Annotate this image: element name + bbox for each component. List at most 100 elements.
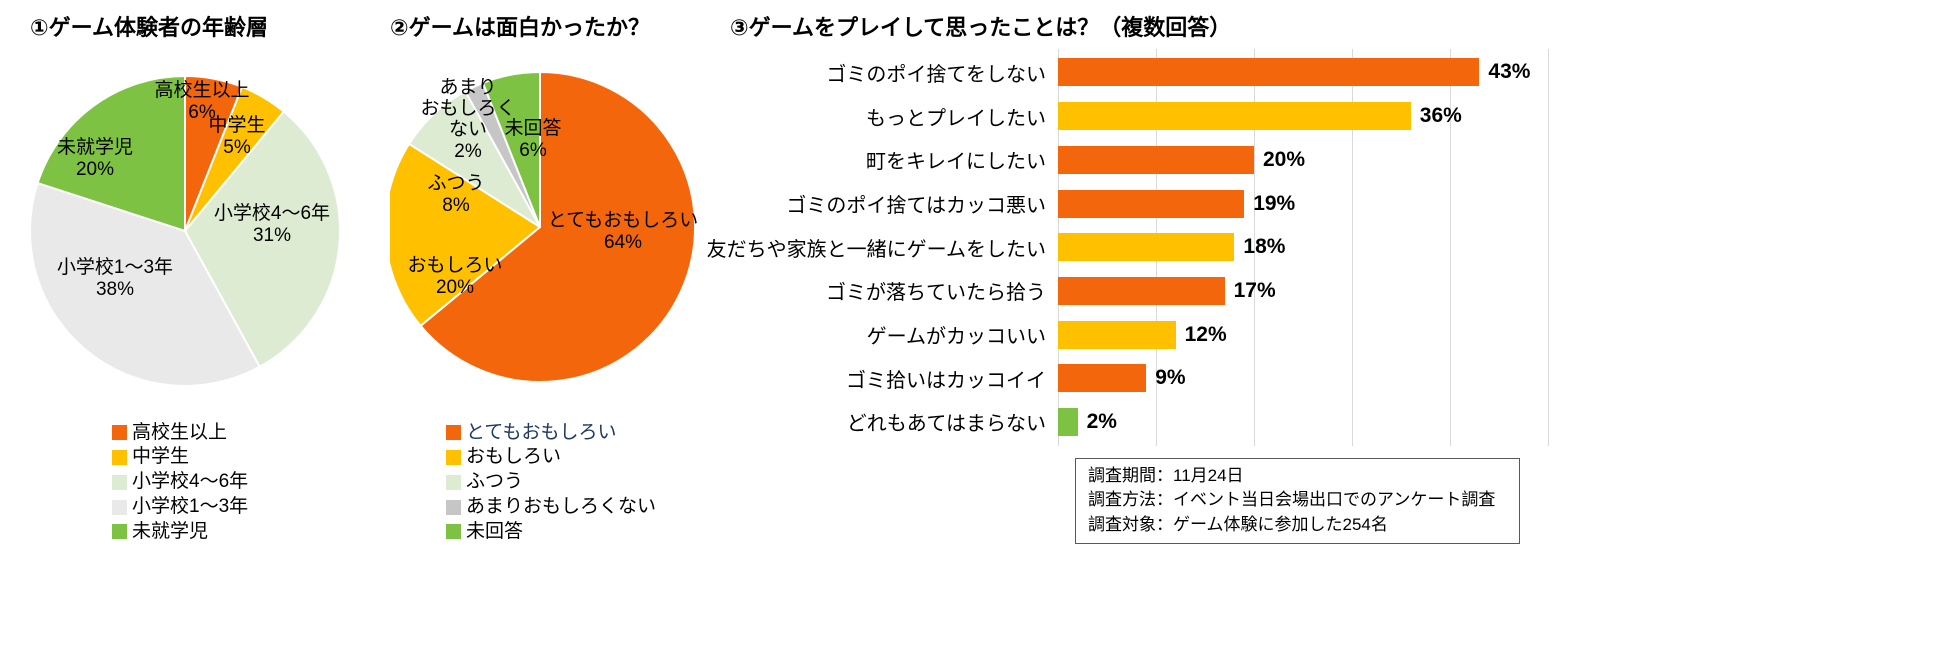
bar xyxy=(1058,407,1078,436)
bar-category-label: ゴミが落ちていたら拾う xyxy=(826,282,1046,305)
bar-category-label: もっとプレイしたい xyxy=(866,107,1046,130)
bar-chart-player-thoughts: ③ゲームをプレイして思ったことは？（複数回答） ゴミのポイ捨てをしない 43% もっ… xyxy=(706,14,1935,544)
legend-swatch xyxy=(446,449,461,465)
bar xyxy=(1058,233,1235,262)
bar-row: もっとプレイしたい 36% xyxy=(730,94,1935,138)
bar-row: ゲームがカッコいい 12% xyxy=(730,313,1935,357)
bar-category-label: 友だちや家族と一緒にゲームをしたい xyxy=(706,238,1046,261)
legend-label: 小学校4〜6年 xyxy=(132,471,249,493)
legend-label: ふつう xyxy=(466,471,524,493)
legend-item: 未回答 xyxy=(446,521,728,543)
bar-value-label: 36% xyxy=(1419,104,1462,128)
survey-note-line: 調査方法：イベント当日会場出口でのアンケート調査 xyxy=(1088,490,1496,510)
legend-swatch xyxy=(446,474,461,490)
legend-label: 中学生 xyxy=(132,446,190,468)
pie-slice-label: あまりおもしろくない 2% xyxy=(420,77,515,162)
bar xyxy=(1058,58,1480,87)
legend-label: あまりおもしろくない xyxy=(466,496,657,518)
bar-category-label: 町をキレイにしたい xyxy=(866,151,1046,174)
bar-value-label: 20% xyxy=(1263,147,1306,171)
bar-value-label: 18% xyxy=(1243,235,1286,259)
legend-swatch xyxy=(446,425,461,441)
bar-track: 9% xyxy=(1058,364,1935,393)
legend-item: あまりおもしろくない xyxy=(446,496,728,518)
bar-category-label: どれもあてはまらない xyxy=(846,413,1046,436)
legend-label: 未回答 xyxy=(466,520,524,542)
legend-item: 高校生以上 xyxy=(112,422,382,444)
bar-row: 友だちや家族と一緒にゲームをしたい 18% xyxy=(706,225,1935,269)
pie-slice-4 xyxy=(36,74,186,232)
bar-value-label: 12% xyxy=(1184,322,1227,346)
bar-track: 19% xyxy=(1058,189,1935,218)
legend-item: 小学校4〜6年 xyxy=(112,471,382,493)
legend-swatch xyxy=(112,449,127,465)
legend-label: おもしろい xyxy=(466,446,562,468)
survey-note: 調査期間：11月24日 調査方法：イベント当日会場出口でのアンケート調査 調査対… xyxy=(1075,457,1520,544)
legend-item: 未就学児 xyxy=(112,521,382,543)
pie-slice-label: とてもおもしろい 64% xyxy=(548,210,698,253)
bar xyxy=(1058,364,1147,393)
bar-category-label: ゴミ拾いはカッコイイ xyxy=(846,369,1046,392)
bar-value-label: 9% xyxy=(1155,366,1186,390)
gridline xyxy=(1352,48,1353,446)
pie-chart-fun-rating: ②ゲームは面白かったか？ とてもおもしろい 64% おもしろい 20% ふつう 8% あまり… xyxy=(384,14,728,543)
bar-row: どれもあてはまらない 2% xyxy=(730,400,1935,444)
bar-track: 18% xyxy=(1058,233,1935,262)
bar-row: ゴミ拾いはカッコイイ 9% xyxy=(730,356,1935,400)
legend-swatch xyxy=(446,524,461,540)
legend-label: とてもおもしろい xyxy=(466,421,617,443)
gridline xyxy=(1450,48,1451,446)
bar-row: ゴミが落ちていたら拾う 17% xyxy=(730,269,1935,313)
bar-chart-plot: ゴミのポイ捨てをしない 43% もっとプレイしたい 36% 町をキレイにしたい 20% ゴミ… xyxy=(706,48,1935,446)
pie-slice-label: おもしろい 20% xyxy=(407,255,502,298)
pie-chart-age-group: ①ゲーム体験者の年齢層 高校生以上 6% 中学生 5% 小学校4〜6年 31% 小学校1〜3… xyxy=(29,14,382,543)
legend-label: 小学校1〜3年 xyxy=(132,496,249,518)
chart1-title: ①ゲーム体験者の年齢層 xyxy=(30,15,268,40)
legend-label: 高校生以上 xyxy=(132,421,228,443)
bar-track: 20% xyxy=(1058,145,1935,174)
bar-row: ゴミのポイ捨てをしない 43% xyxy=(730,51,1935,95)
survey-note-line: 調査期間：11月24日 xyxy=(1088,465,1244,485)
bar-category-label: ゲームがカッコいい xyxy=(866,326,1046,349)
legend-item: おもしろい xyxy=(446,446,728,468)
bar-value-label: 19% xyxy=(1253,191,1296,215)
bar-category-label: ゴミのポイ捨てをしない xyxy=(826,63,1046,86)
bar xyxy=(1058,102,1411,131)
bar-category-label: ゴミのポイ捨てはカッコ悪い xyxy=(786,195,1046,217)
legend-item: 小学校1〜3年 xyxy=(112,496,382,518)
fun-rating-pie: とてもおもしろい 64% おもしろい 20% ふつう 8% あまりおもしろくない 2%未回答 6… xyxy=(384,70,698,383)
pie-slice-label: 未回答 6% xyxy=(504,117,561,161)
bar-track: 2% xyxy=(1058,407,1935,436)
legend-swatch xyxy=(112,499,127,515)
bar-row: ゴミのポイ捨てはカッコ悪い 19% xyxy=(730,182,1935,226)
fun-rating-legend: とてもおもしろい おもしろいふつうあまりおもしろくない 未回答 xyxy=(446,422,728,543)
bar-track: 43% xyxy=(1058,58,1935,87)
bar xyxy=(1058,320,1176,349)
legend-item: ふつう xyxy=(446,471,728,493)
pie-slice-label: 未就学児 20% xyxy=(57,136,133,180)
pie-slice-label: ふつう 8% xyxy=(427,173,484,216)
bar-value-label: 43% xyxy=(1488,60,1531,84)
pie-slice-label: 中学生 5% xyxy=(208,114,265,158)
bar-track: 12% xyxy=(1058,320,1935,349)
pie-slice-label: 高校生以上 6% xyxy=(154,79,249,123)
pie-slice-2 xyxy=(184,110,341,368)
bar-row: 町をキレイにしたい 20% xyxy=(730,138,1935,182)
bar-track: 17% xyxy=(1058,276,1935,305)
age-group-legend: 高校生以上中学生小学校4〜6年 小学校1〜3年未就学児 xyxy=(112,422,382,543)
bar-track: 36% xyxy=(1058,102,1935,131)
gridline xyxy=(1254,48,1255,446)
gridline xyxy=(1548,48,1549,446)
bar xyxy=(1058,189,1245,218)
legend-swatch xyxy=(112,524,127,540)
pie-slice-0 xyxy=(419,70,697,383)
survey-note-line: 調査対象：ゲーム体験に参加した254名 xyxy=(1088,515,1388,535)
pie-slice-3 xyxy=(29,181,261,387)
bar-value-label: 2% xyxy=(1086,409,1117,433)
bar xyxy=(1058,145,1254,174)
legend-swatch xyxy=(112,474,127,490)
legend-item: 中学生 xyxy=(112,446,382,468)
age-group-pie: 高校生以上 6%中学生 5% 小学校4〜6年 31% 小学校1〜3年 38% 未就学児 20% xyxy=(29,74,341,387)
chart3-title: ③ゲームをプレイして思ったことは？（複数回答） xyxy=(730,15,1232,40)
pie-slice-label: 小学校4〜6年 31% xyxy=(214,202,330,246)
